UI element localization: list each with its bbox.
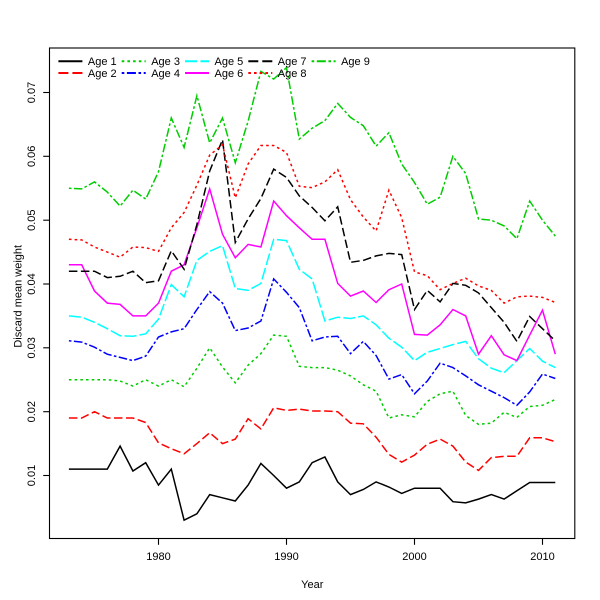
svg-text:0.01: 0.01 — [26, 465, 38, 486]
svg-text:0.02: 0.02 — [26, 401, 38, 422]
svg-text:1980: 1980 — [146, 551, 170, 563]
svg-text:Age 2: Age 2 — [88, 68, 117, 80]
svg-text:Age 6: Age 6 — [215, 68, 244, 80]
svg-text:Year: Year — [301, 579, 324, 591]
svg-text:2010: 2010 — [530, 551, 554, 563]
svg-text:0.05: 0.05 — [26, 209, 38, 230]
svg-text:Age 4: Age 4 — [151, 68, 180, 80]
svg-text:Age 8: Age 8 — [278, 68, 307, 80]
svg-text:Age 7: Age 7 — [278, 56, 307, 68]
svg-text:Discard mean weight: Discard mean weight — [12, 245, 24, 348]
svg-text:Age 9: Age 9 — [341, 56, 370, 68]
svg-text:Age 1: Age 1 — [88, 56, 117, 68]
svg-text:0.03: 0.03 — [26, 337, 38, 358]
svg-text:0.07: 0.07 — [26, 82, 38, 103]
svg-text:Age 5: Age 5 — [215, 56, 244, 68]
svg-text:2000: 2000 — [402, 551, 426, 563]
svg-text:0.06: 0.06 — [26, 146, 38, 167]
svg-text:1990: 1990 — [274, 551, 298, 563]
svg-text:Age 3: Age 3 — [151, 56, 180, 68]
svg-text:0.04: 0.04 — [26, 273, 38, 294]
